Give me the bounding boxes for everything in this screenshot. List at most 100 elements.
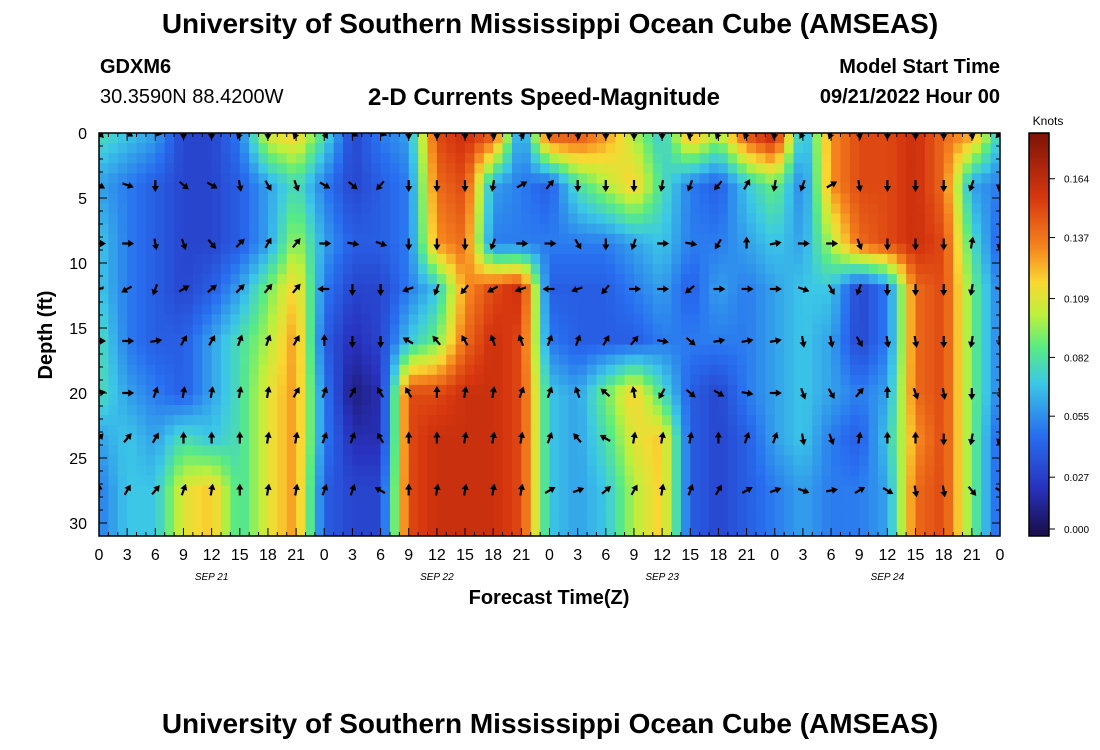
heatmap-cell bbox=[699, 445, 710, 456]
current-arrow bbox=[687, 483, 695, 496]
heatmap-cell bbox=[380, 415, 391, 426]
heatmap-cell bbox=[380, 203, 391, 215]
heatmap-cell bbox=[624, 193, 635, 205]
heatmap-cell bbox=[408, 314, 419, 326]
x-tick-label: 21 bbox=[512, 547, 530, 564]
current-arrow bbox=[405, 238, 413, 251]
heatmap-cell bbox=[155, 143, 166, 154]
heatmap-cell bbox=[934, 173, 945, 184]
heatmap-cell bbox=[296, 515, 307, 527]
heatmap-cell bbox=[408, 133, 419, 144]
heatmap-cell bbox=[727, 203, 738, 215]
heatmap-cell bbox=[943, 465, 954, 477]
heatmap-cell bbox=[643, 445, 654, 456]
heatmap-cell bbox=[145, 394, 156, 406]
heatmap-cell bbox=[906, 143, 917, 154]
heatmap-cell bbox=[258, 143, 269, 154]
heatmap-cell bbox=[155, 153, 166, 164]
heatmap-cell bbox=[953, 415, 964, 426]
heatmap-cell bbox=[587, 354, 598, 366]
heatmap-cell bbox=[915, 455, 926, 467]
heatmap-cell bbox=[399, 455, 410, 467]
heatmap-cell bbox=[906, 253, 917, 265]
heatmap-cell bbox=[943, 475, 954, 487]
heatmap-cell bbox=[605, 344, 616, 356]
current-arrow bbox=[602, 334, 610, 346]
heatmap-cell bbox=[737, 394, 748, 406]
heatmap-cell bbox=[690, 344, 701, 356]
current-arrow bbox=[433, 483, 441, 496]
heatmap-cell bbox=[699, 425, 710, 436]
heatmap-cell bbox=[502, 515, 513, 527]
heatmap-cell bbox=[587, 364, 598, 376]
heatmap-cell bbox=[296, 263, 307, 275]
heatmap-cell bbox=[924, 294, 935, 305]
heatmap-cell bbox=[662, 485, 673, 497]
heatmap-cell bbox=[493, 243, 504, 255]
heatmap-cell bbox=[699, 233, 710, 245]
heatmap-cell bbox=[577, 143, 588, 154]
heatmap-cell bbox=[615, 314, 626, 326]
heatmap-cell bbox=[427, 384, 438, 396]
heatmap-cell bbox=[587, 153, 598, 164]
heatmap-cell bbox=[258, 304, 269, 315]
heatmap-cell bbox=[924, 334, 935, 346]
heatmap-cell bbox=[183, 284, 194, 295]
heatmap-cell bbox=[784, 274, 795, 285]
heatmap-cell bbox=[549, 193, 560, 205]
heatmap-cell bbox=[840, 143, 851, 154]
heatmap-cell bbox=[643, 213, 654, 225]
x-tick-label: 12 bbox=[203, 547, 221, 564]
heatmap-cell bbox=[971, 445, 982, 456]
heatmap-cell bbox=[587, 314, 598, 326]
heatmap-cell bbox=[709, 445, 720, 456]
heatmap-cell bbox=[849, 445, 860, 456]
heatmap-cell bbox=[324, 294, 335, 305]
heatmap-cell bbox=[596, 274, 607, 285]
current-arrow bbox=[968, 236, 976, 249]
heatmap-cell bbox=[230, 415, 241, 426]
heatmap-cell bbox=[502, 485, 513, 497]
current-arrow bbox=[236, 386, 244, 399]
heatmap-cell bbox=[784, 415, 795, 426]
heatmap-cell bbox=[643, 153, 654, 164]
heatmap-cell bbox=[962, 233, 973, 245]
heatmap-cell bbox=[352, 193, 363, 205]
heatmap-cell bbox=[831, 263, 842, 275]
heatmap-cell bbox=[737, 223, 748, 235]
heatmap-cell bbox=[924, 284, 935, 295]
heatmap-cell bbox=[230, 203, 241, 215]
heatmap-cell bbox=[915, 425, 926, 436]
heatmap-cell bbox=[361, 173, 372, 184]
heatmap-cell bbox=[427, 525, 438, 536]
heatmap-cell bbox=[221, 515, 231, 527]
heatmap-cell bbox=[981, 274, 992, 285]
heatmap-cell bbox=[483, 203, 494, 215]
heatmap-cell bbox=[239, 515, 250, 527]
heatmap-cell bbox=[577, 354, 588, 366]
heatmap-cell bbox=[821, 304, 832, 315]
heatmap-cell bbox=[427, 294, 438, 305]
current-arrow bbox=[769, 239, 782, 247]
heatmap-cell bbox=[962, 183, 973, 195]
heatmap-cell bbox=[399, 525, 410, 536]
heatmap-cell bbox=[474, 505, 485, 517]
heatmap-cell bbox=[192, 515, 203, 527]
heatmap-cell bbox=[258, 505, 269, 517]
heatmap-cell bbox=[145, 455, 156, 467]
heatmap-cell bbox=[755, 384, 766, 396]
heatmap-cell bbox=[286, 344, 297, 356]
heatmap-cell bbox=[211, 173, 222, 184]
heatmap-cell bbox=[915, 364, 926, 376]
heatmap-cell bbox=[887, 425, 898, 436]
heatmap-cell bbox=[436, 425, 447, 436]
heatmap-cell bbox=[765, 253, 776, 265]
heatmap-cell bbox=[230, 465, 241, 477]
heatmap-cell bbox=[474, 274, 485, 285]
heatmap-cell bbox=[746, 374, 757, 386]
heatmap-cell bbox=[934, 193, 945, 205]
heatmap-cell bbox=[221, 435, 231, 446]
heatmap-cell bbox=[192, 435, 203, 446]
heatmap-cell bbox=[530, 425, 541, 436]
current-arrow bbox=[349, 483, 357, 496]
